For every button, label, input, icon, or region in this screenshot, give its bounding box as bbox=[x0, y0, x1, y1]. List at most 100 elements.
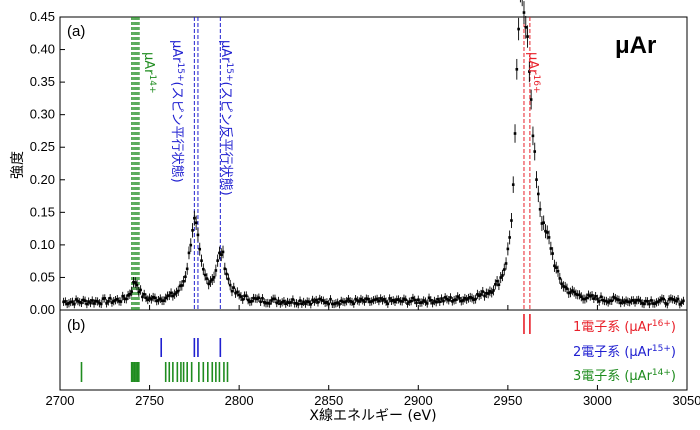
data-points-layer bbox=[62, 0, 685, 309]
data-point bbox=[167, 294, 171, 297]
data-point bbox=[189, 243, 193, 247]
data-point bbox=[411, 296, 415, 300]
data-point bbox=[504, 262, 508, 265]
data-point bbox=[447, 298, 451, 302]
data-point bbox=[642, 302, 646, 306]
data-point bbox=[651, 302, 655, 305]
data-point bbox=[343, 300, 347, 304]
x-tick-label: 2900 bbox=[404, 393, 433, 408]
data-point bbox=[150, 297, 153, 301]
annotation-ar16: μAr16+ bbox=[525, 52, 541, 94]
data-point bbox=[196, 233, 200, 237]
data-point bbox=[461, 299, 465, 302]
data-point bbox=[664, 301, 667, 305]
data-point bbox=[377, 299, 381, 303]
svg-text:μAr16+: μAr16+ bbox=[525, 52, 541, 94]
data-point bbox=[74, 298, 78, 301]
y-tick-label: 0.35 bbox=[30, 74, 55, 89]
data-point bbox=[572, 290, 576, 294]
data-point bbox=[246, 298, 250, 302]
data-point bbox=[669, 297, 673, 300]
data-point bbox=[660, 297, 664, 300]
data-point bbox=[187, 251, 191, 255]
data-point bbox=[413, 298, 417, 302]
data-point bbox=[476, 293, 479, 296]
data-point bbox=[280, 301, 284, 304]
data-point bbox=[76, 299, 80, 303]
data-point bbox=[574, 292, 578, 296]
data-point bbox=[241, 298, 245, 301]
data-point bbox=[467, 296, 470, 300]
data-point bbox=[655, 301, 658, 304]
data-point bbox=[617, 298, 621, 302]
data-point bbox=[225, 272, 228, 276]
data-point bbox=[124, 297, 128, 301]
data-point bbox=[667, 298, 671, 301]
data-point bbox=[368, 300, 372, 304]
data-point bbox=[610, 299, 614, 303]
data-point bbox=[270, 299, 273, 302]
data-point bbox=[245, 294, 248, 298]
data-point bbox=[365, 297, 368, 300]
data-point bbox=[325, 300, 329, 304]
data-point bbox=[155, 299, 159, 303]
data-point bbox=[80, 301, 83, 305]
data-point bbox=[320, 298, 323, 302]
y-tick-label: 0.30 bbox=[30, 107, 55, 122]
data-point bbox=[458, 297, 461, 300]
data-point bbox=[236, 290, 239, 294]
data-point bbox=[587, 293, 590, 297]
data-point bbox=[637, 298, 640, 302]
data-point bbox=[379, 297, 382, 300]
data-point bbox=[676, 297, 680, 301]
data-point bbox=[451, 300, 454, 303]
data-point bbox=[492, 289, 495, 292]
data-point bbox=[459, 299, 463, 303]
data-point bbox=[630, 299, 633, 302]
data-point bbox=[119, 300, 123, 303]
data-point bbox=[433, 299, 436, 303]
data-point bbox=[323, 301, 327, 305]
data-point bbox=[334, 302, 338, 305]
data-point bbox=[126, 294, 130, 297]
data-point bbox=[409, 299, 413, 303]
data-point bbox=[472, 298, 476, 301]
data-point bbox=[350, 300, 354, 304]
data-point bbox=[395, 298, 399, 301]
data-point bbox=[293, 302, 296, 305]
data-point bbox=[456, 295, 459, 298]
data-point bbox=[286, 300, 289, 304]
axis-ticks-layer: 2700 2750 2800 2850 2900 2950 3000 3050 0.00 0.05… bbox=[30, 9, 700, 408]
data-point bbox=[144, 296, 148, 300]
data-point bbox=[302, 300, 305, 304]
data-point bbox=[273, 297, 277, 301]
data-point bbox=[590, 294, 594, 297]
data-point bbox=[533, 150, 537, 153]
panel-b-frame bbox=[59, 309, 688, 391]
data-point bbox=[361, 299, 365, 302]
y-tick-label: 0.00 bbox=[30, 302, 55, 317]
data-point bbox=[234, 291, 237, 295]
data-point bbox=[549, 247, 553, 250]
data-point bbox=[563, 285, 567, 289]
data-point bbox=[528, 70, 531, 73]
data-point bbox=[680, 301, 683, 304]
x-tick-label: 2800 bbox=[225, 393, 254, 408]
data-point bbox=[578, 293, 581, 297]
data-point bbox=[393, 300, 397, 304]
data-point bbox=[415, 301, 418, 305]
data-point bbox=[619, 301, 623, 305]
legend-item-ar16: 1電子系 (μAr16+) bbox=[573, 319, 676, 335]
data-point bbox=[497, 283, 501, 287]
data-point bbox=[576, 293, 580, 297]
data-point bbox=[322, 299, 325, 302]
data-point bbox=[89, 301, 92, 305]
data-point bbox=[209, 280, 212, 283]
data-point bbox=[440, 297, 443, 300]
data-point bbox=[454, 298, 458, 301]
data-point bbox=[329, 297, 332, 301]
data-point bbox=[182, 279, 185, 283]
data-point bbox=[608, 299, 612, 302]
data-point bbox=[522, 11, 526, 14]
